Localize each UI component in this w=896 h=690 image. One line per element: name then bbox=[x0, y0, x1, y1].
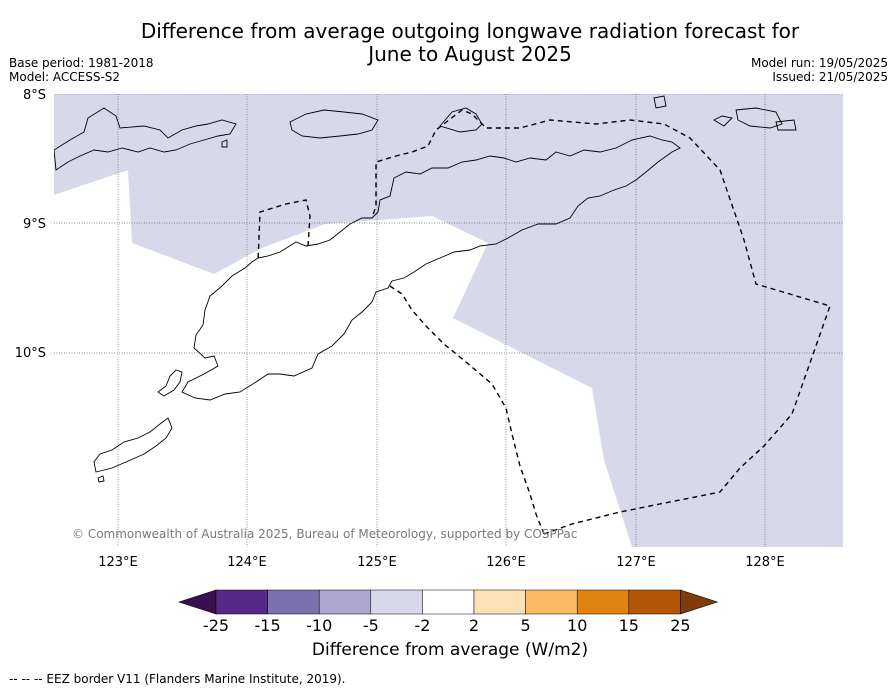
meta-left: Base period: 1981-2018 Model: ACCESS-S2 bbox=[9, 56, 154, 84]
colorbar-segment bbox=[267, 589, 320, 615]
colorbar-segment bbox=[318, 589, 372, 615]
colorbar-tick-label: 2 bbox=[469, 616, 479, 635]
coastlines bbox=[54, 95, 797, 483]
rote-coastline bbox=[93, 417, 173, 473]
alor-coastline bbox=[289, 109, 379, 139]
semau-coastline bbox=[157, 369, 183, 397]
colorbar-label: Difference from average (W/m2) bbox=[311, 640, 589, 660]
colorbar-extend-low bbox=[178, 589, 217, 615]
small-island-4 bbox=[221, 139, 228, 148]
neutral-region bbox=[54, 170, 632, 547]
eez-legend-note: -- -- -- EEZ border V11 (Flanders Marine… bbox=[9, 672, 346, 686]
map-area bbox=[54, 94, 843, 547]
colorbar-tick-label: 10 bbox=[567, 616, 587, 635]
colorbar-segment bbox=[473, 589, 526, 615]
small-island-2 bbox=[713, 115, 733, 127]
title-line-1: Difference from average outgoing longwav… bbox=[140, 19, 800, 43]
colorbar-segment bbox=[628, 589, 681, 615]
wetar-coastline bbox=[439, 107, 483, 133]
lat-label-8s: 8°S bbox=[23, 88, 46, 103]
lon-label-128e: 128°E bbox=[745, 555, 785, 570]
colorbar-tick-label: -10 bbox=[306, 616, 332, 635]
colorbar-segment bbox=[422, 589, 475, 615]
timor-coastline bbox=[181, 135, 681, 401]
colorbar-segment bbox=[215, 589, 268, 615]
colorbar-segment bbox=[525, 589, 578, 615]
colorbar-segment bbox=[576, 589, 630, 615]
flores-coastline bbox=[54, 107, 237, 171]
title-line-2: June to August 2025 bbox=[368, 42, 572, 66]
colorbar-tick-label: -25 bbox=[203, 616, 229, 635]
colorbar-segment bbox=[370, 589, 423, 615]
small-island-3 bbox=[775, 119, 797, 131]
colorbar-tick-label: -2 bbox=[414, 616, 430, 635]
base-period: Base period: 1981-2018 bbox=[9, 56, 154, 70]
issued-date: Issued: 21/05/2025 bbox=[772, 70, 888, 84]
colorbar-tick-label: 15 bbox=[619, 616, 639, 635]
lon-label-125e: 125°E bbox=[357, 555, 397, 570]
lon-label-123e: 123°E bbox=[98, 555, 138, 570]
ndana-island bbox=[97, 475, 105, 483]
model-name: Model: ACCESS-S2 bbox=[9, 70, 121, 84]
lat-label-10s: 10°S bbox=[15, 346, 46, 361]
map-title: Difference from average outgoing longwav… bbox=[100, 20, 840, 66]
babar-coastline bbox=[735, 107, 783, 129]
eez-border bbox=[257, 109, 831, 535]
colorbar: -25 -15 -10 -5 -2 2 5 10 15 25 bbox=[178, 589, 719, 635]
gridlines bbox=[54, 94, 843, 547]
lat-label-9s: 9°S bbox=[23, 217, 46, 232]
colorbar-tick-label: 5 bbox=[521, 616, 531, 635]
colorbar-tick-label: -15 bbox=[255, 616, 281, 635]
small-island-1 bbox=[653, 95, 667, 109]
meta-right: Model run: 19/05/2025 Issued: 21/05/2025 bbox=[751, 56, 888, 84]
colorbar-tick-label: 25 bbox=[670, 616, 690, 635]
colorbar-extend-high bbox=[680, 589, 719, 615]
copyright-text: © Commonwealth of Australia 2025, Bureau… bbox=[72, 527, 577, 541]
lon-label-126e: 126°E bbox=[486, 555, 526, 570]
model-run: Model run: 19/05/2025 bbox=[750, 56, 888, 70]
lon-label-124e: 124°E bbox=[227, 555, 267, 570]
lon-label-127e: 127°E bbox=[616, 555, 656, 570]
colorbar-tick-label: -5 bbox=[363, 616, 379, 635]
